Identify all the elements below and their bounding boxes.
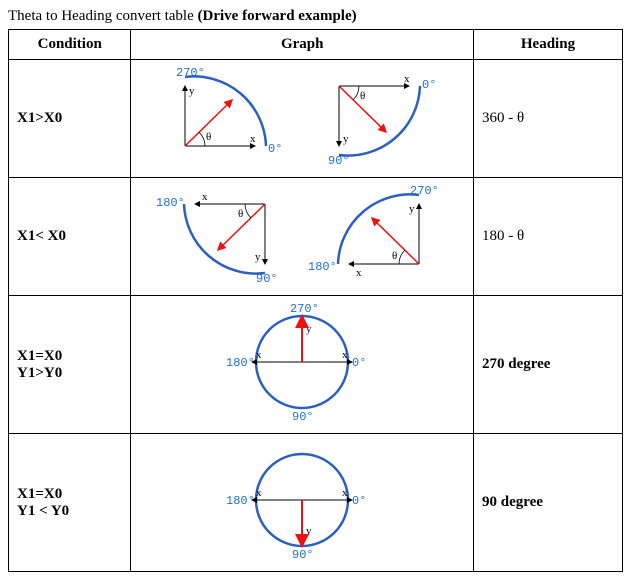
col-graph: Graph bbox=[131, 30, 474, 60]
axis-x-label: x bbox=[342, 349, 348, 361]
deg-180-label: 180° bbox=[226, 494, 255, 508]
graph-cell: x y 180° 90° θ bbox=[131, 178, 474, 296]
condition-cell: X1< X0 bbox=[9, 178, 131, 296]
table-row: X1=X0 Y1>Y0 bbox=[9, 296, 623, 434]
conversion-table: Condition Graph Heading X1>X0 bbox=[8, 29, 623, 572]
deg-0-label: 0° bbox=[352, 494, 366, 508]
deg-180-label: 180° bbox=[156, 196, 185, 210]
graph-r2b: x y 270° 180° θ bbox=[304, 184, 454, 289]
page-title: Theta to Heading convert table (Drive fo… bbox=[8, 8, 623, 25]
theta-label: θ bbox=[238, 208, 243, 220]
axis-x-label: x bbox=[250, 133, 256, 145]
axis-y-label: y bbox=[343, 133, 349, 145]
theta-label: θ bbox=[360, 90, 365, 102]
deg-90-label: 90° bbox=[292, 548, 314, 560]
deg-180-label: 180° bbox=[308, 260, 337, 274]
condition-cell: X1>X0 bbox=[9, 60, 131, 178]
axis-x-label: x bbox=[256, 487, 262, 499]
heading-cell: 90 degree bbox=[473, 434, 622, 572]
deg-270-label: 270° bbox=[410, 184, 439, 198]
deg-0-label: 0° bbox=[268, 142, 282, 156]
title-bold: (Drive forward example) bbox=[198, 8, 357, 24]
axis-y-label: y bbox=[189, 85, 195, 97]
heading-text: 90 degree bbox=[482, 494, 543, 510]
graph-cell: x x y 0° 90° 180° bbox=[131, 434, 474, 572]
deg-270-label: 270° bbox=[290, 302, 319, 316]
graph-r1b: x y 0° 90° θ bbox=[304, 66, 454, 171]
deg-90-label: 90° bbox=[256, 272, 278, 284]
table-row: X1>X0 bbox=[9, 60, 623, 178]
condition-text: X1=X0 bbox=[17, 348, 62, 364]
condition-cell: X1=X0 Y1>Y0 bbox=[9, 296, 131, 434]
axis-y-label: y bbox=[306, 323, 312, 335]
axis-y-label: y bbox=[306, 525, 312, 537]
heading-cell: 360 - θ bbox=[473, 60, 622, 178]
deg-270-label: 270° bbox=[176, 66, 205, 80]
theta-label: θ bbox=[392, 250, 397, 262]
axis-x-label: x bbox=[356, 267, 362, 279]
graph-r3: x x y 0° 90° 180° 270° bbox=[192, 302, 412, 427]
graph-r1a: x y 270° 0° θ bbox=[150, 66, 300, 171]
deg-0-label: 0° bbox=[422, 78, 436, 92]
axis-x-label: x bbox=[404, 73, 410, 85]
axis-x-label: x bbox=[342, 487, 348, 499]
axis-x-label: x bbox=[202, 191, 208, 203]
condition-text: Y1>Y0 bbox=[17, 365, 62, 381]
axis-x-label: x bbox=[256, 349, 262, 361]
table-row: X1< X0 bbox=[9, 178, 623, 296]
heading-text: 360 - θ bbox=[482, 110, 524, 126]
axis-y-label: y bbox=[255, 251, 261, 263]
condition-text: Y1 < Y0 bbox=[17, 503, 69, 519]
theta-label: θ bbox=[206, 131, 211, 143]
col-heading: Heading bbox=[473, 30, 622, 60]
deg-90-label: 90° bbox=[292, 410, 314, 422]
axis-y-label: y bbox=[409, 203, 415, 215]
condition-text: X1>X0 bbox=[17, 110, 62, 126]
title-plain: Theta to Heading convert table bbox=[8, 8, 198, 24]
condition-cell: X1=X0 Y1 < Y0 bbox=[9, 434, 131, 572]
deg-0-label: 0° bbox=[352, 356, 366, 370]
condition-text: X1< X0 bbox=[17, 228, 66, 244]
deg-90-label: 90° bbox=[328, 154, 350, 166]
table-header-row: Condition Graph Heading bbox=[9, 30, 623, 60]
heading-text: 180 - θ bbox=[482, 228, 524, 244]
graph-cell: x x y 0° 90° 180° 270° bbox=[131, 296, 474, 434]
graph-cell: x y 270° 0° θ bbox=[131, 60, 474, 178]
table-row: X1=X0 Y1 < Y0 bbox=[9, 434, 623, 572]
heading-cell: 270 degree bbox=[473, 296, 622, 434]
heading-cell: 180 - θ bbox=[473, 178, 622, 296]
heading-text: 270 degree bbox=[482, 356, 550, 372]
condition-text: X1=X0 bbox=[17, 486, 62, 502]
graph-r4: x x y 0° 90° 180° bbox=[192, 440, 412, 565]
graph-r2a: x y 180° 90° θ bbox=[150, 184, 300, 289]
deg-180-label: 180° bbox=[226, 356, 255, 370]
col-condition: Condition bbox=[9, 30, 131, 60]
